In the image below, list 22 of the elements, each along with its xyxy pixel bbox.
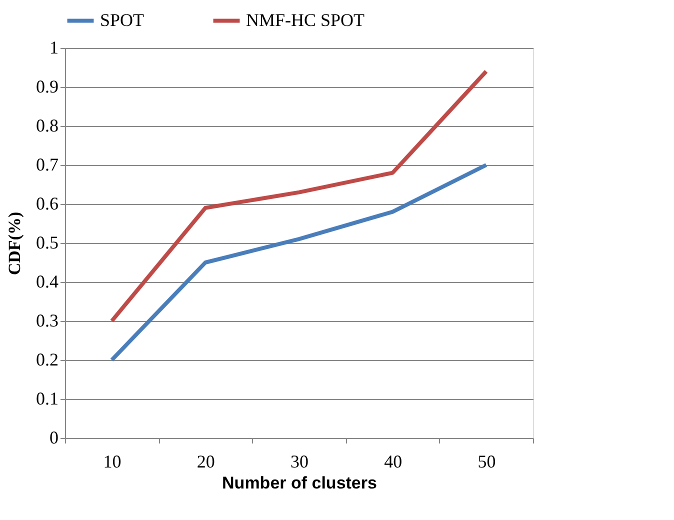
y-tick-label: 0.6 xyxy=(36,194,58,214)
y-tick-label: 1 xyxy=(50,38,58,58)
y-tick-label: 0 xyxy=(50,428,58,448)
x-tick-label: 50 xyxy=(478,452,496,472)
line-series xyxy=(110,163,488,362)
y-tick-label: 0.5 xyxy=(36,232,58,252)
line-series xyxy=(110,69,488,323)
x-tick-label: 40 xyxy=(384,452,402,472)
y-tick-label: 0.7 xyxy=(36,154,58,174)
y-axis-title: CDF(%) xyxy=(5,212,24,276)
x-tick-label: 10 xyxy=(103,452,122,472)
y-tick-label: 0.1 xyxy=(36,388,58,408)
y-tick-label: 0.4 xyxy=(36,272,58,292)
legend-label: SPOT xyxy=(100,10,144,30)
y-tick-label: 0.8 xyxy=(36,116,58,136)
x-tick-label: 30 xyxy=(290,452,308,472)
y-tick-label: 0.2 xyxy=(36,350,58,370)
x-axis-title: Number of clusters xyxy=(222,474,377,492)
y-tick-label: 0.9 xyxy=(36,76,58,96)
x-tick-label: 20 xyxy=(196,452,215,472)
legend-label: NMF-HC SPOT xyxy=(246,10,365,30)
y-tick-label: 0.3 xyxy=(36,310,58,330)
